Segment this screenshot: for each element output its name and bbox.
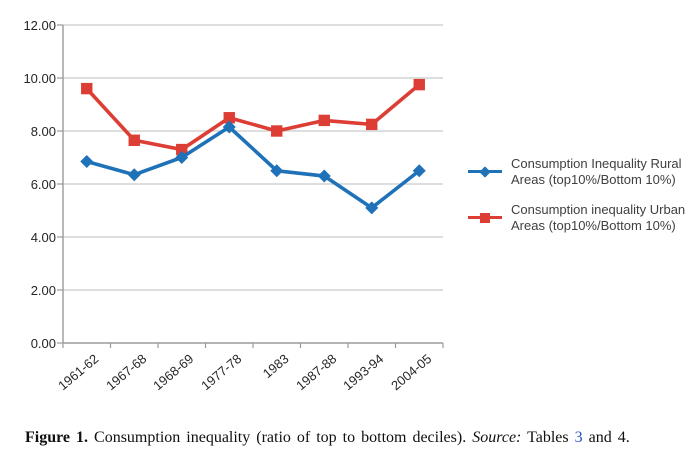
- rural-series-marker-icon: [468, 165, 502, 179]
- caption-source-suffix: and 4.: [582, 429, 630, 446]
- legend-marker-shape: [480, 212, 490, 223]
- data-point-marker: [222, 120, 236, 134]
- y-axis-tick-label: 10.00: [23, 70, 56, 86]
- y-axis-tick-label: 8.00: [30, 123, 56, 139]
- figure-caption: Figure 1. Consumption inequality (ratio …: [25, 429, 693, 447]
- data-point-marker: [270, 164, 284, 178]
- table-3-link[interactable]: 3: [574, 429, 583, 446]
- data-point-marker: [80, 154, 94, 168]
- series-line-urban: [85, 83, 421, 152]
- data-point-marker: [127, 168, 141, 182]
- data-point-marker: [412, 164, 426, 178]
- data-point-marker: [176, 143, 188, 156]
- legend-item-rural: Consumption Inequality Rural Areas (top1…: [468, 156, 698, 187]
- data-point-marker: [223, 112, 235, 124]
- y-axis-tick-label: 0.00: [30, 335, 56, 351]
- data-point-marker: [81, 82, 93, 95]
- data-point-marker: [365, 201, 379, 215]
- data-point-marker: [413, 78, 425, 91]
- chart-legend: Consumption Inequality Rural Areas (top1…: [468, 156, 698, 233]
- caption-figure-label: Figure 1.: [25, 429, 89, 446]
- legend-label-rural: Consumption Inequality Rural Areas (top1…: [511, 156, 682, 187]
- legend-marker-shape: [479, 165, 491, 178]
- caption-source-prefix: Tables: [521, 429, 575, 446]
- y-axis-tick-label: 2.00: [30, 282, 56, 298]
- data-point-marker: [271, 125, 283, 137]
- y-axis-tick-label: 6.00: [30, 176, 56, 192]
- legend-item-urban: Consumption inequality Urban Areas (top1…: [468, 202, 698, 233]
- data-point-marker: [318, 114, 330, 127]
- caption-text: Consumption inequality (ratio of top to …: [88, 429, 473, 446]
- series-line-rural: [86, 124, 421, 211]
- legend-label-urban: Consumption inequality Urban Areas (top1…: [511, 202, 686, 233]
- urban-series-marker-icon: [468, 211, 502, 225]
- data-point-marker: [128, 134, 140, 146]
- data-point-marker: [317, 169, 331, 183]
- y-axis-tick-label: 4.00: [30, 229, 56, 245]
- y-axis-tick-label: 12.00: [23, 17, 56, 33]
- data-point-marker: [175, 150, 189, 165]
- line-chart-plot: [57, 24, 444, 348]
- caption-source-label: Source:: [472, 429, 522, 446]
- data-point-marker: [366, 118, 378, 131]
